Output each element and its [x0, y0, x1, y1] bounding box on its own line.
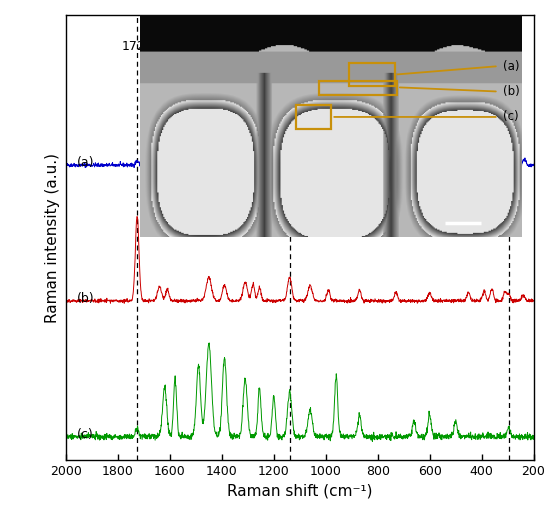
- X-axis label: Raman shift (cm⁻¹): Raman shift (cm⁻¹): [227, 483, 372, 498]
- Text: (a): (a): [76, 156, 94, 169]
- Text: (a): (a): [503, 60, 520, 73]
- Text: 295: 295: [497, 40, 521, 53]
- Text: (b): (b): [503, 85, 520, 98]
- Bar: [349, 63, 395, 86]
- Y-axis label: Raman intensity (a.u.): Raman intensity (a.u.): [46, 153, 60, 322]
- Text: 1726: 1726: [122, 40, 153, 53]
- Text: (c): (c): [76, 428, 93, 440]
- Text: (c): (c): [503, 110, 519, 124]
- Bar: [320, 81, 397, 95]
- Text: (b): (b): [76, 292, 94, 305]
- Text: 1139: 1139: [274, 40, 305, 53]
- Bar: [295, 105, 331, 129]
